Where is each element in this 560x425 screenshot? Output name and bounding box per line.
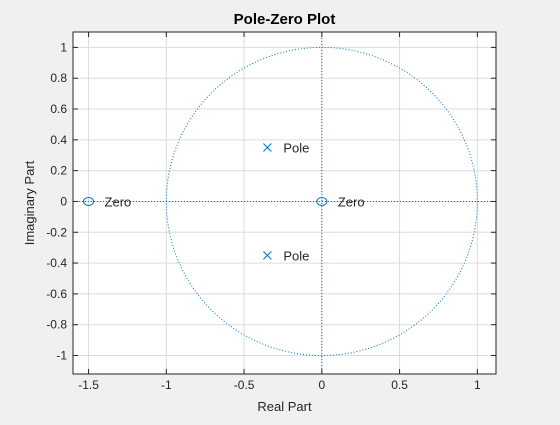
pole-marker bbox=[263, 143, 272, 152]
y-tick-label: -0.8 bbox=[46, 318, 67, 332]
axes-background bbox=[73, 32, 496, 374]
y-tick-label: 0 bbox=[60, 194, 67, 208]
zero-marker bbox=[316, 196, 328, 206]
zero-marker bbox=[83, 196, 95, 206]
x-tick-label: -1.5 bbox=[78, 378, 99, 392]
pole-label: Pole bbox=[283, 248, 309, 263]
x-tick-label: 1 bbox=[474, 378, 481, 392]
y-tick-label: 0.4 bbox=[50, 133, 67, 147]
y-axis-label: Imaginary Part bbox=[22, 160, 37, 245]
pole-marker-stroke bbox=[263, 251, 272, 260]
x-tick-label: -1 bbox=[161, 378, 172, 392]
x-tick-label: 0.5 bbox=[391, 378, 408, 392]
data-markers: Pole Pole Zero Zero bbox=[83, 141, 365, 263]
x-tick-label: -0.5 bbox=[234, 378, 255, 392]
zero-label: Zero bbox=[105, 194, 132, 209]
reference-lines bbox=[73, 32, 496, 374]
y-tick-label: 1 bbox=[60, 40, 67, 54]
y-tick-label: -0.6 bbox=[46, 287, 67, 301]
pole-label: Pole bbox=[283, 141, 309, 156]
y-tick-label: 0.2 bbox=[50, 164, 67, 178]
x-axis-label: Real Part bbox=[257, 399, 312, 414]
y-tick-label: 0.8 bbox=[50, 71, 67, 85]
grid-lines bbox=[73, 32, 496, 374]
chart-title: Pole-Zero Plot bbox=[234, 11, 336, 28]
axis-ticks: -1.5 -1 -0.5 0 0.5 1 1 0.8 0.6 0.4 0.2 0 -0.2 -0.4 -0.… bbox=[46, 32, 496, 392]
zero-label: Zero bbox=[338, 194, 365, 209]
y-tick-label: -1 bbox=[56, 349, 67, 363]
pole-marker bbox=[263, 251, 272, 260]
y-tick-label: 0.6 bbox=[50, 102, 67, 116]
pole-marker-stroke bbox=[263, 143, 272, 152]
x-tick-label: 0 bbox=[318, 378, 325, 392]
y-tick-label: -0.2 bbox=[46, 225, 67, 239]
axes-frame bbox=[72, 31, 497, 375]
y-tick-label: -0.4 bbox=[46, 256, 67, 270]
